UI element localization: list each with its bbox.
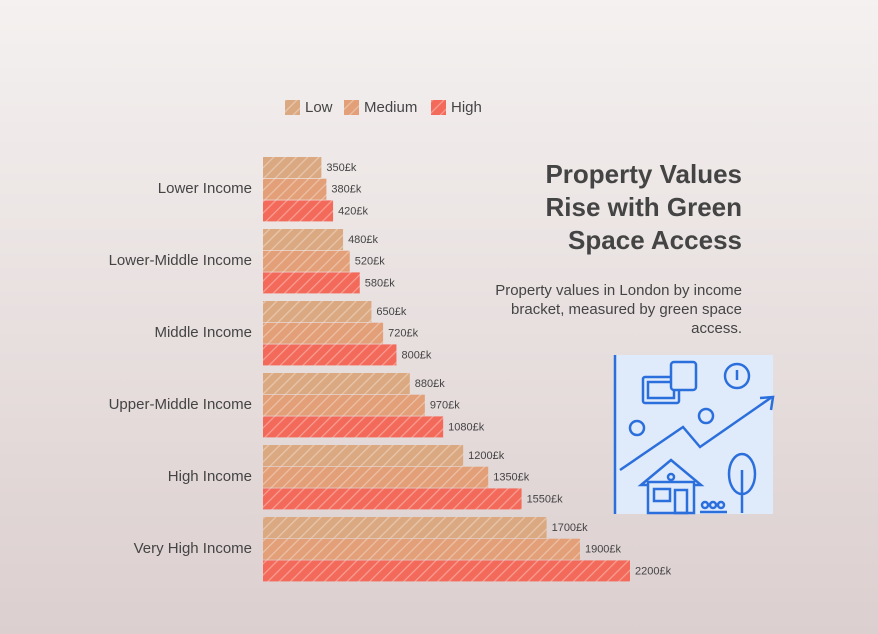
bar: [263, 178, 327, 200]
value-label: 880£k: [415, 378, 445, 390]
illustration: [613, 355, 775, 515]
value-label: 520£k: [355, 256, 385, 268]
bar: [263, 416, 444, 438]
y-tick-label: Lower Income: [158, 180, 252, 197]
legend-swatch: [431, 100, 446, 115]
value-label: 1200£k: [468, 450, 505, 462]
bar: [263, 394, 425, 416]
bar: [263, 517, 547, 538]
legend-swatch: [285, 100, 300, 115]
bar: [263, 200, 334, 222]
value-label: 350£k: [326, 162, 356, 174]
bar: [263, 373, 410, 394]
value-label: 650£k: [376, 306, 406, 318]
y-tick-label: Very High Income: [134, 540, 252, 557]
bar: [263, 560, 630, 582]
value-label: 800£k: [401, 349, 431, 361]
chart-title: Property Values Rise with Green Space Ac…: [545, 159, 742, 255]
bar: [263, 301, 372, 322]
bar: [263, 157, 322, 178]
legend-label: Medium: [364, 99, 417, 116]
value-label: 1700£k: [552, 522, 589, 534]
value-label: 480£k: [348, 234, 378, 246]
value-label: 2200£k: [635, 565, 672, 577]
legend-label: High: [451, 99, 482, 116]
bar: [263, 445, 464, 466]
value-label: 1550£k: [527, 493, 564, 505]
value-label: 380£k: [331, 184, 361, 196]
value-label: 1080£k: [448, 421, 485, 433]
bar: [263, 250, 350, 272]
value-label: 1350£k: [493, 472, 530, 484]
bar: [263, 488, 522, 510]
value-label: 580£k: [365, 277, 395, 289]
bar: [263, 538, 580, 560]
bar: [263, 272, 360, 294]
value-label: 720£k: [388, 328, 418, 340]
bar: [263, 344, 397, 366]
legend-label: Low: [305, 99, 333, 116]
y-tick-label: Lower-Middle Income: [109, 252, 252, 269]
value-label: 420£k: [338, 205, 368, 217]
legend-swatch: [344, 100, 359, 115]
value-label: 970£k: [430, 400, 460, 412]
chart-subtitle: Property values in London by income brac…: [495, 282, 742, 337]
y-tick-label: Middle Income: [154, 324, 252, 341]
bar: [263, 466, 489, 488]
bar: [263, 229, 344, 250]
value-label: 1900£k: [585, 544, 622, 556]
y-tick-label: Upper-Middle Income: [109, 396, 252, 413]
bar: [263, 322, 384, 344]
y-tick-label: High Income: [168, 468, 252, 485]
